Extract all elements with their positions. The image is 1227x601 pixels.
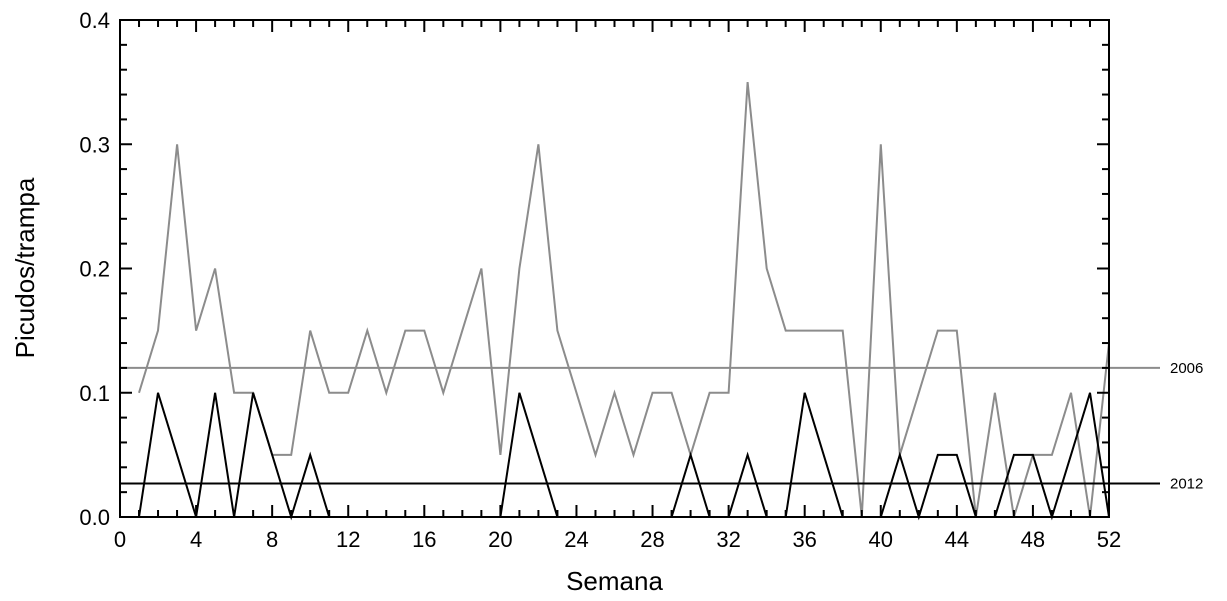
x-tick-label: 32 [716,527,740,552]
y-tick-label: 0.3 [79,132,110,157]
reference-label-2012: 2012 [1170,475,1203,492]
series-line-1 [138,81,1110,518]
reference-lines: 2006 2012 [120,360,1203,492]
x-tick-label: 44 [945,527,969,552]
x-tick-label: 4 [190,527,202,552]
y-axis-title: Picudos/trampa [10,177,40,358]
reference-label-2006: 2006 [1170,360,1203,377]
y-tick-label: 0.1 [79,381,110,406]
x-tick-label: 12 [336,527,360,552]
y-tick-label: 0.0 [79,505,110,530]
x-axis-title: Semana [566,566,663,596]
y-tick-label: 0.4 [79,8,110,33]
x-tick-label: 36 [792,527,816,552]
x-tick-label: 0 [114,527,126,552]
y-tick-label: 0.2 [79,257,110,282]
tick-labels: 0 4 8 12 16 20 24 28 32 36 40 44 48 520.00.10.20.30.4 [79,8,1121,552]
plot-frame [119,19,1110,518]
x-tick-label: 40 [869,527,893,552]
series-layer [138,81,1110,521]
x-tick-label: 28 [640,527,664,552]
x-tick-label: 24 [564,527,588,552]
x-tick-label: 48 [1021,527,1045,552]
x-tick-label: 16 [412,527,436,552]
x-tick-label: 8 [266,527,278,552]
x-tick-label: 52 [1097,527,1121,552]
x-tick-label: 20 [488,527,512,552]
axis-ticks [120,20,1109,517]
